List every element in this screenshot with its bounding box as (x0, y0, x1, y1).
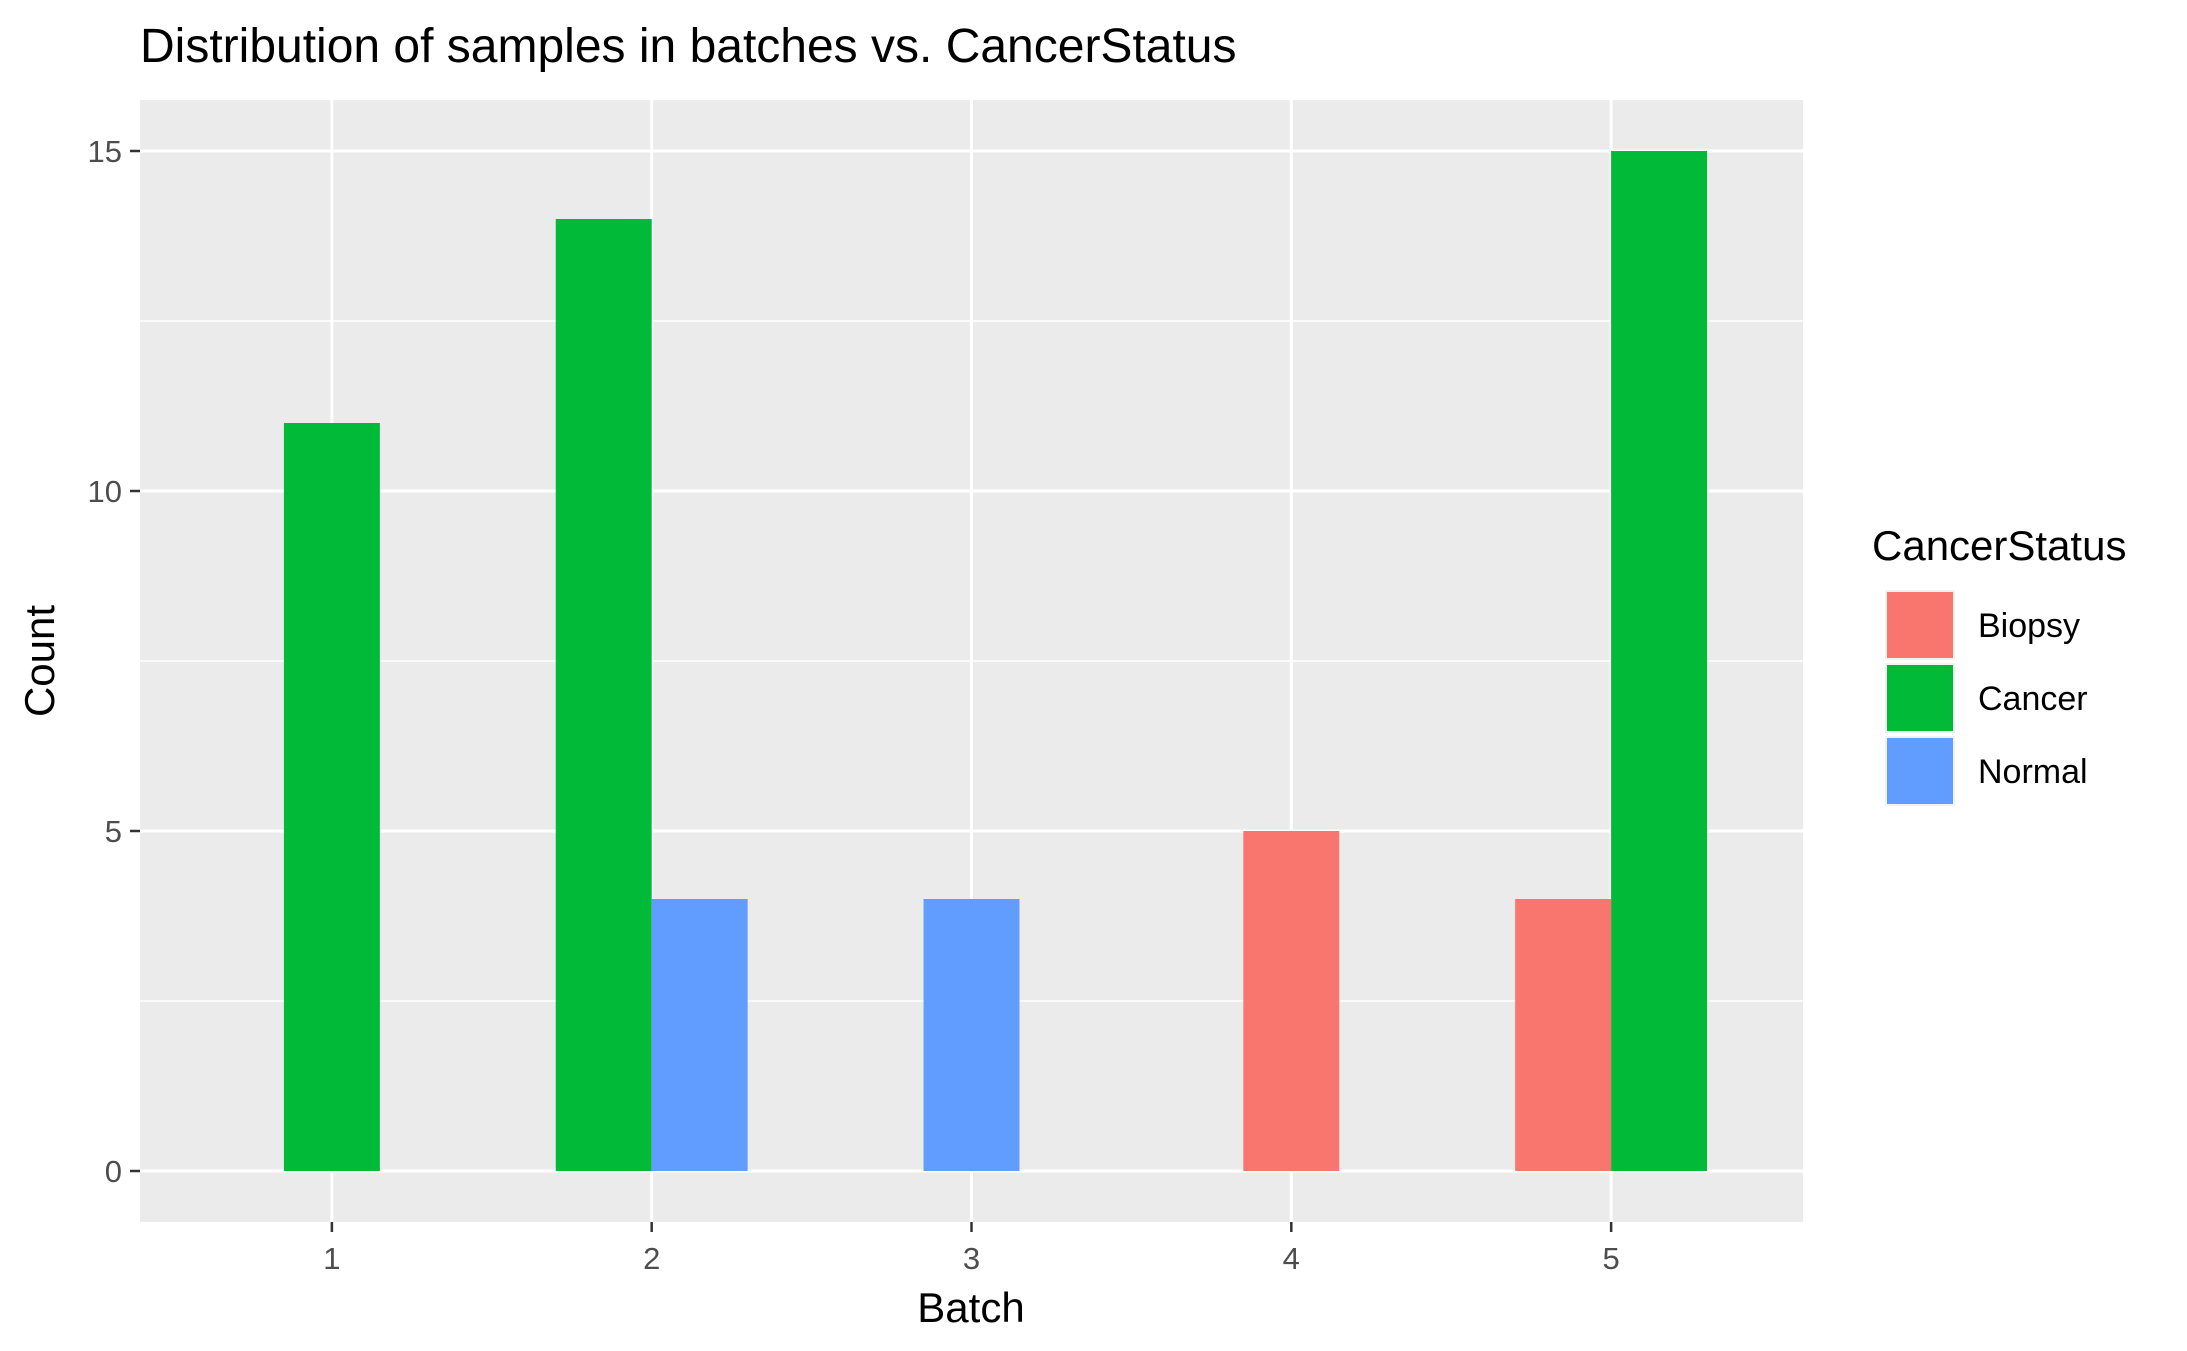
y-tick-label: 10 (88, 474, 122, 509)
legend-key-normal (1887, 738, 1953, 804)
y-tick-label: 5 (105, 814, 122, 849)
x-axis-title: Batch (917, 1284, 1024, 1331)
bar-biopsy-batch-5 (1515, 899, 1612, 1171)
legend-label-biopsy: Biopsy (1978, 607, 2080, 645)
y-axis-title: Count (16, 605, 63, 717)
legend-key-biopsy (1887, 592, 1953, 658)
bar-normal-batch-3 (923, 899, 1020, 1171)
bar-cancer-batch-2 (555, 219, 652, 1171)
x-tick-label: 5 (1602, 1241, 1619, 1276)
x-tick-label: 3 (963, 1241, 980, 1276)
legend-label-cancer: Cancer (1978, 680, 2088, 718)
legend-label-normal: Normal (1978, 753, 2088, 791)
legend-key-cancer (1887, 665, 1953, 731)
legend-title: CancerStatus (1872, 522, 2126, 569)
y-tick-label: 0 (105, 1154, 122, 1189)
bar-cancer-batch-5 (1611, 151, 1708, 1171)
bar-biopsy-batch-4 (1243, 831, 1340, 1171)
x-tick-label: 1 (323, 1241, 340, 1276)
chart-title: Distribution of samples in batches vs. C… (140, 20, 1237, 73)
bar-normal-batch-2 (651, 899, 748, 1171)
x-tick-label: 2 (643, 1241, 660, 1276)
bars (283, 151, 1708, 1171)
x-tick-label: 4 (1283, 1241, 1300, 1276)
y-tick-label: 15 (88, 134, 122, 169)
axis-ticks: 0 5 10 15 1 2 3 4 5 (88, 134, 1620, 1276)
bar-cancer-batch-1 (283, 423, 380, 1171)
legend: Biopsy Cancer Normal (1885, 590, 2088, 806)
